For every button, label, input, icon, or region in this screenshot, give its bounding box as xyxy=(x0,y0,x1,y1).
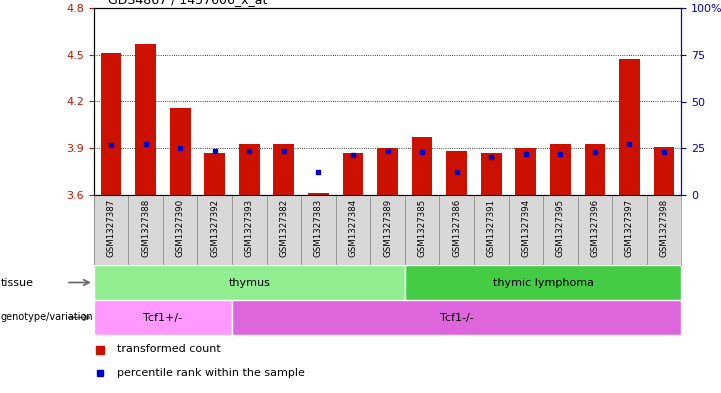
Bar xyxy=(273,143,294,195)
Text: percentile rank within the sample: percentile rank within the sample xyxy=(118,368,305,378)
Text: GSM1327390: GSM1327390 xyxy=(176,198,185,257)
Text: GSM1327393: GSM1327393 xyxy=(244,198,254,257)
Bar xyxy=(232,195,267,265)
Bar xyxy=(439,195,474,265)
Bar xyxy=(404,265,681,300)
Bar xyxy=(578,195,612,265)
Bar xyxy=(336,195,371,265)
Text: transformed count: transformed count xyxy=(118,345,221,354)
Text: GSM1327391: GSM1327391 xyxy=(487,198,496,257)
Bar xyxy=(412,137,433,195)
Text: genotype/variation: genotype/variation xyxy=(1,312,93,323)
Text: GSM1327389: GSM1327389 xyxy=(383,198,392,257)
Text: thymic lymphoma: thymic lymphoma xyxy=(492,277,593,288)
Bar xyxy=(94,265,404,300)
Bar xyxy=(404,195,439,265)
Bar xyxy=(232,300,681,335)
Text: GSM1327387: GSM1327387 xyxy=(107,198,115,257)
Bar xyxy=(128,195,163,265)
Bar xyxy=(481,153,502,195)
Bar xyxy=(94,300,232,335)
Bar xyxy=(308,193,329,195)
Text: GSM1327383: GSM1327383 xyxy=(314,198,323,257)
Bar xyxy=(198,195,232,265)
Bar xyxy=(169,108,190,195)
Text: tissue: tissue xyxy=(1,277,34,288)
Text: GSM1327388: GSM1327388 xyxy=(141,198,150,257)
Bar xyxy=(101,53,121,195)
Bar xyxy=(550,143,571,195)
Bar xyxy=(543,195,578,265)
Text: Tcf1-/-: Tcf1-/- xyxy=(440,312,474,323)
Text: GSM1327384: GSM1327384 xyxy=(348,198,358,257)
Bar xyxy=(94,195,128,265)
Text: GDS4867 / 1457606_x_at: GDS4867 / 1457606_x_at xyxy=(108,0,267,6)
Bar xyxy=(342,153,363,195)
Bar xyxy=(136,44,156,195)
Text: GSM1327395: GSM1327395 xyxy=(556,198,565,257)
Bar xyxy=(446,151,467,195)
Bar xyxy=(301,195,336,265)
Text: GSM1327394: GSM1327394 xyxy=(521,198,531,257)
Bar xyxy=(647,195,681,265)
Bar xyxy=(585,143,606,195)
Bar xyxy=(612,195,647,265)
Text: Tcf1+/-: Tcf1+/- xyxy=(143,312,182,323)
Bar xyxy=(377,148,398,195)
Text: GSM1327385: GSM1327385 xyxy=(417,198,427,257)
Text: GSM1327386: GSM1327386 xyxy=(452,198,461,257)
Bar xyxy=(267,195,301,265)
Bar xyxy=(163,195,198,265)
Text: GSM1327396: GSM1327396 xyxy=(590,198,599,257)
Bar xyxy=(516,148,536,195)
Text: thymus: thymus xyxy=(229,277,270,288)
Bar xyxy=(204,153,225,195)
Text: GSM1327392: GSM1327392 xyxy=(211,198,219,257)
Text: GSM1327382: GSM1327382 xyxy=(279,198,288,257)
Bar xyxy=(474,195,508,265)
Text: GSM1327397: GSM1327397 xyxy=(625,198,634,257)
Bar xyxy=(619,59,640,195)
Bar xyxy=(654,147,674,195)
Bar xyxy=(508,195,543,265)
Bar xyxy=(239,143,260,195)
Text: GSM1327398: GSM1327398 xyxy=(660,198,668,257)
Bar xyxy=(371,195,404,265)
